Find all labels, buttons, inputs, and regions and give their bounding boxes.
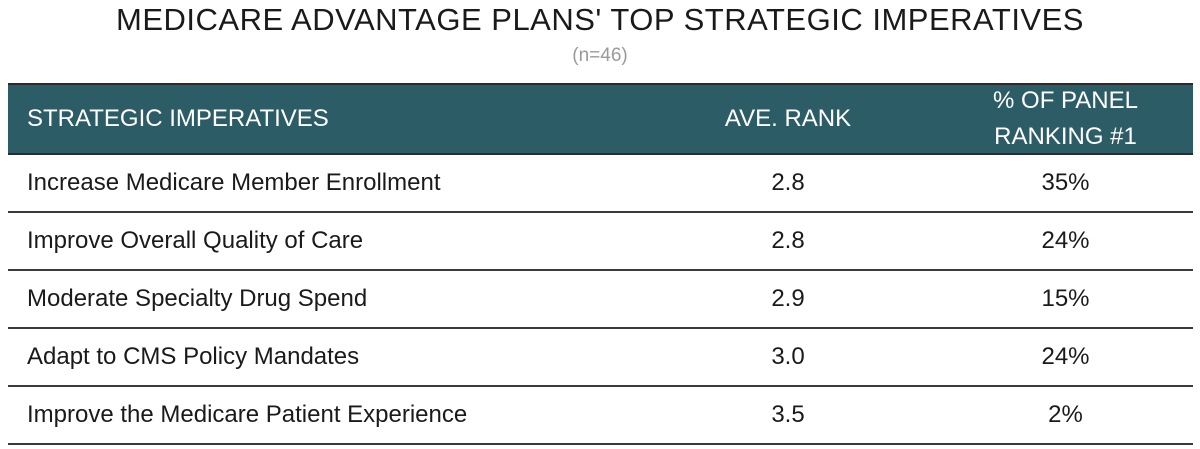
header-imperatives: STRATEGIC IMPERATIVES [27,105,329,132]
cell-pct-rank1: 15% [1041,285,1090,312]
cell-ave-rank: 2.8 [771,227,805,254]
table-row: Adapt to CMS Policy Mandates 3.0 24% [8,329,1193,387]
header-pct-line1: % OF PANEL [993,87,1138,114]
cell-ave-rank: 2.8 [771,169,805,196]
table-row: Increase Medicare Member Enrollment 2.8 35… [8,155,1193,213]
chart-title: MEDICARE ADVANTAGE PLANS' TOP STRATEGIC … [116,2,1084,37]
cell-imperative: Adapt to CMS Policy Mandates [27,343,360,370]
cell-pct-rank1: 24% [1041,343,1090,370]
cell-pct-rank1: 2% [1048,401,1083,428]
cell-pct-rank1: 24% [1041,227,1090,254]
table-row: Improve Overall Quality of Care 2.8 24% [8,213,1193,271]
cell-imperative: Improve Overall Quality of Care [27,227,364,254]
cell-imperative: Increase Medicare Member Enrollment [27,169,441,196]
cell-imperative: Moderate Specialty Drug Spend [27,285,368,312]
chart-subtitle: (n=46) [572,45,628,66]
cell-ave-rank: 3.5 [771,401,805,428]
table-body: Increase Medicare Member Enrollment 2.8 35… [8,155,1193,445]
cell-ave-rank: 3.0 [771,343,805,370]
cell-imperative: Improve the Medicare Patient Experience [27,401,468,428]
table-header: STRATEGIC IMPERATIVES AVE. RANK % OF PAN… [8,83,1193,155]
header-pct-rank1: % OF PANEL RANKING #1 [938,83,1193,155]
table-row: Improve the Medicare Patient Experience 3… [8,387,1193,445]
cell-ave-rank: 2.9 [771,285,805,312]
imperatives-table: STRATEGIC IMPERATIVES AVE. RANK % OF PAN… [8,83,1193,445]
table-row: Moderate Specialty Drug Spend 2.9 15% [8,271,1193,329]
cell-pct-rank1: 35% [1041,169,1090,196]
header-ave-rank: AVE. RANK [724,105,852,132]
header-pct-line2: RANKING #1 [994,123,1137,150]
